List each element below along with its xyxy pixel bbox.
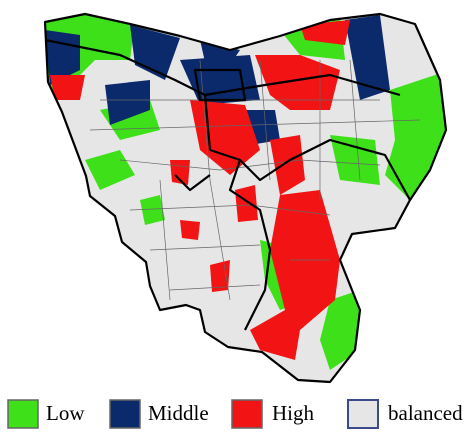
legend-swatch — [7, 399, 39, 429]
legend-swatch — [347, 399, 379, 429]
map-regions — [45, 14, 446, 382]
legend-label: Low — [46, 401, 85, 425]
legend-swatch — [109, 399, 141, 429]
legend: Low Middle High balanced — [7, 399, 463, 429]
legend-label: High — [272, 401, 315, 425]
legend-swatch — [231, 399, 263, 429]
map-outline — [43, 12, 448, 384]
legend-label: Middle — [148, 401, 209, 425]
legend-label: balanced — [388, 401, 463, 425]
